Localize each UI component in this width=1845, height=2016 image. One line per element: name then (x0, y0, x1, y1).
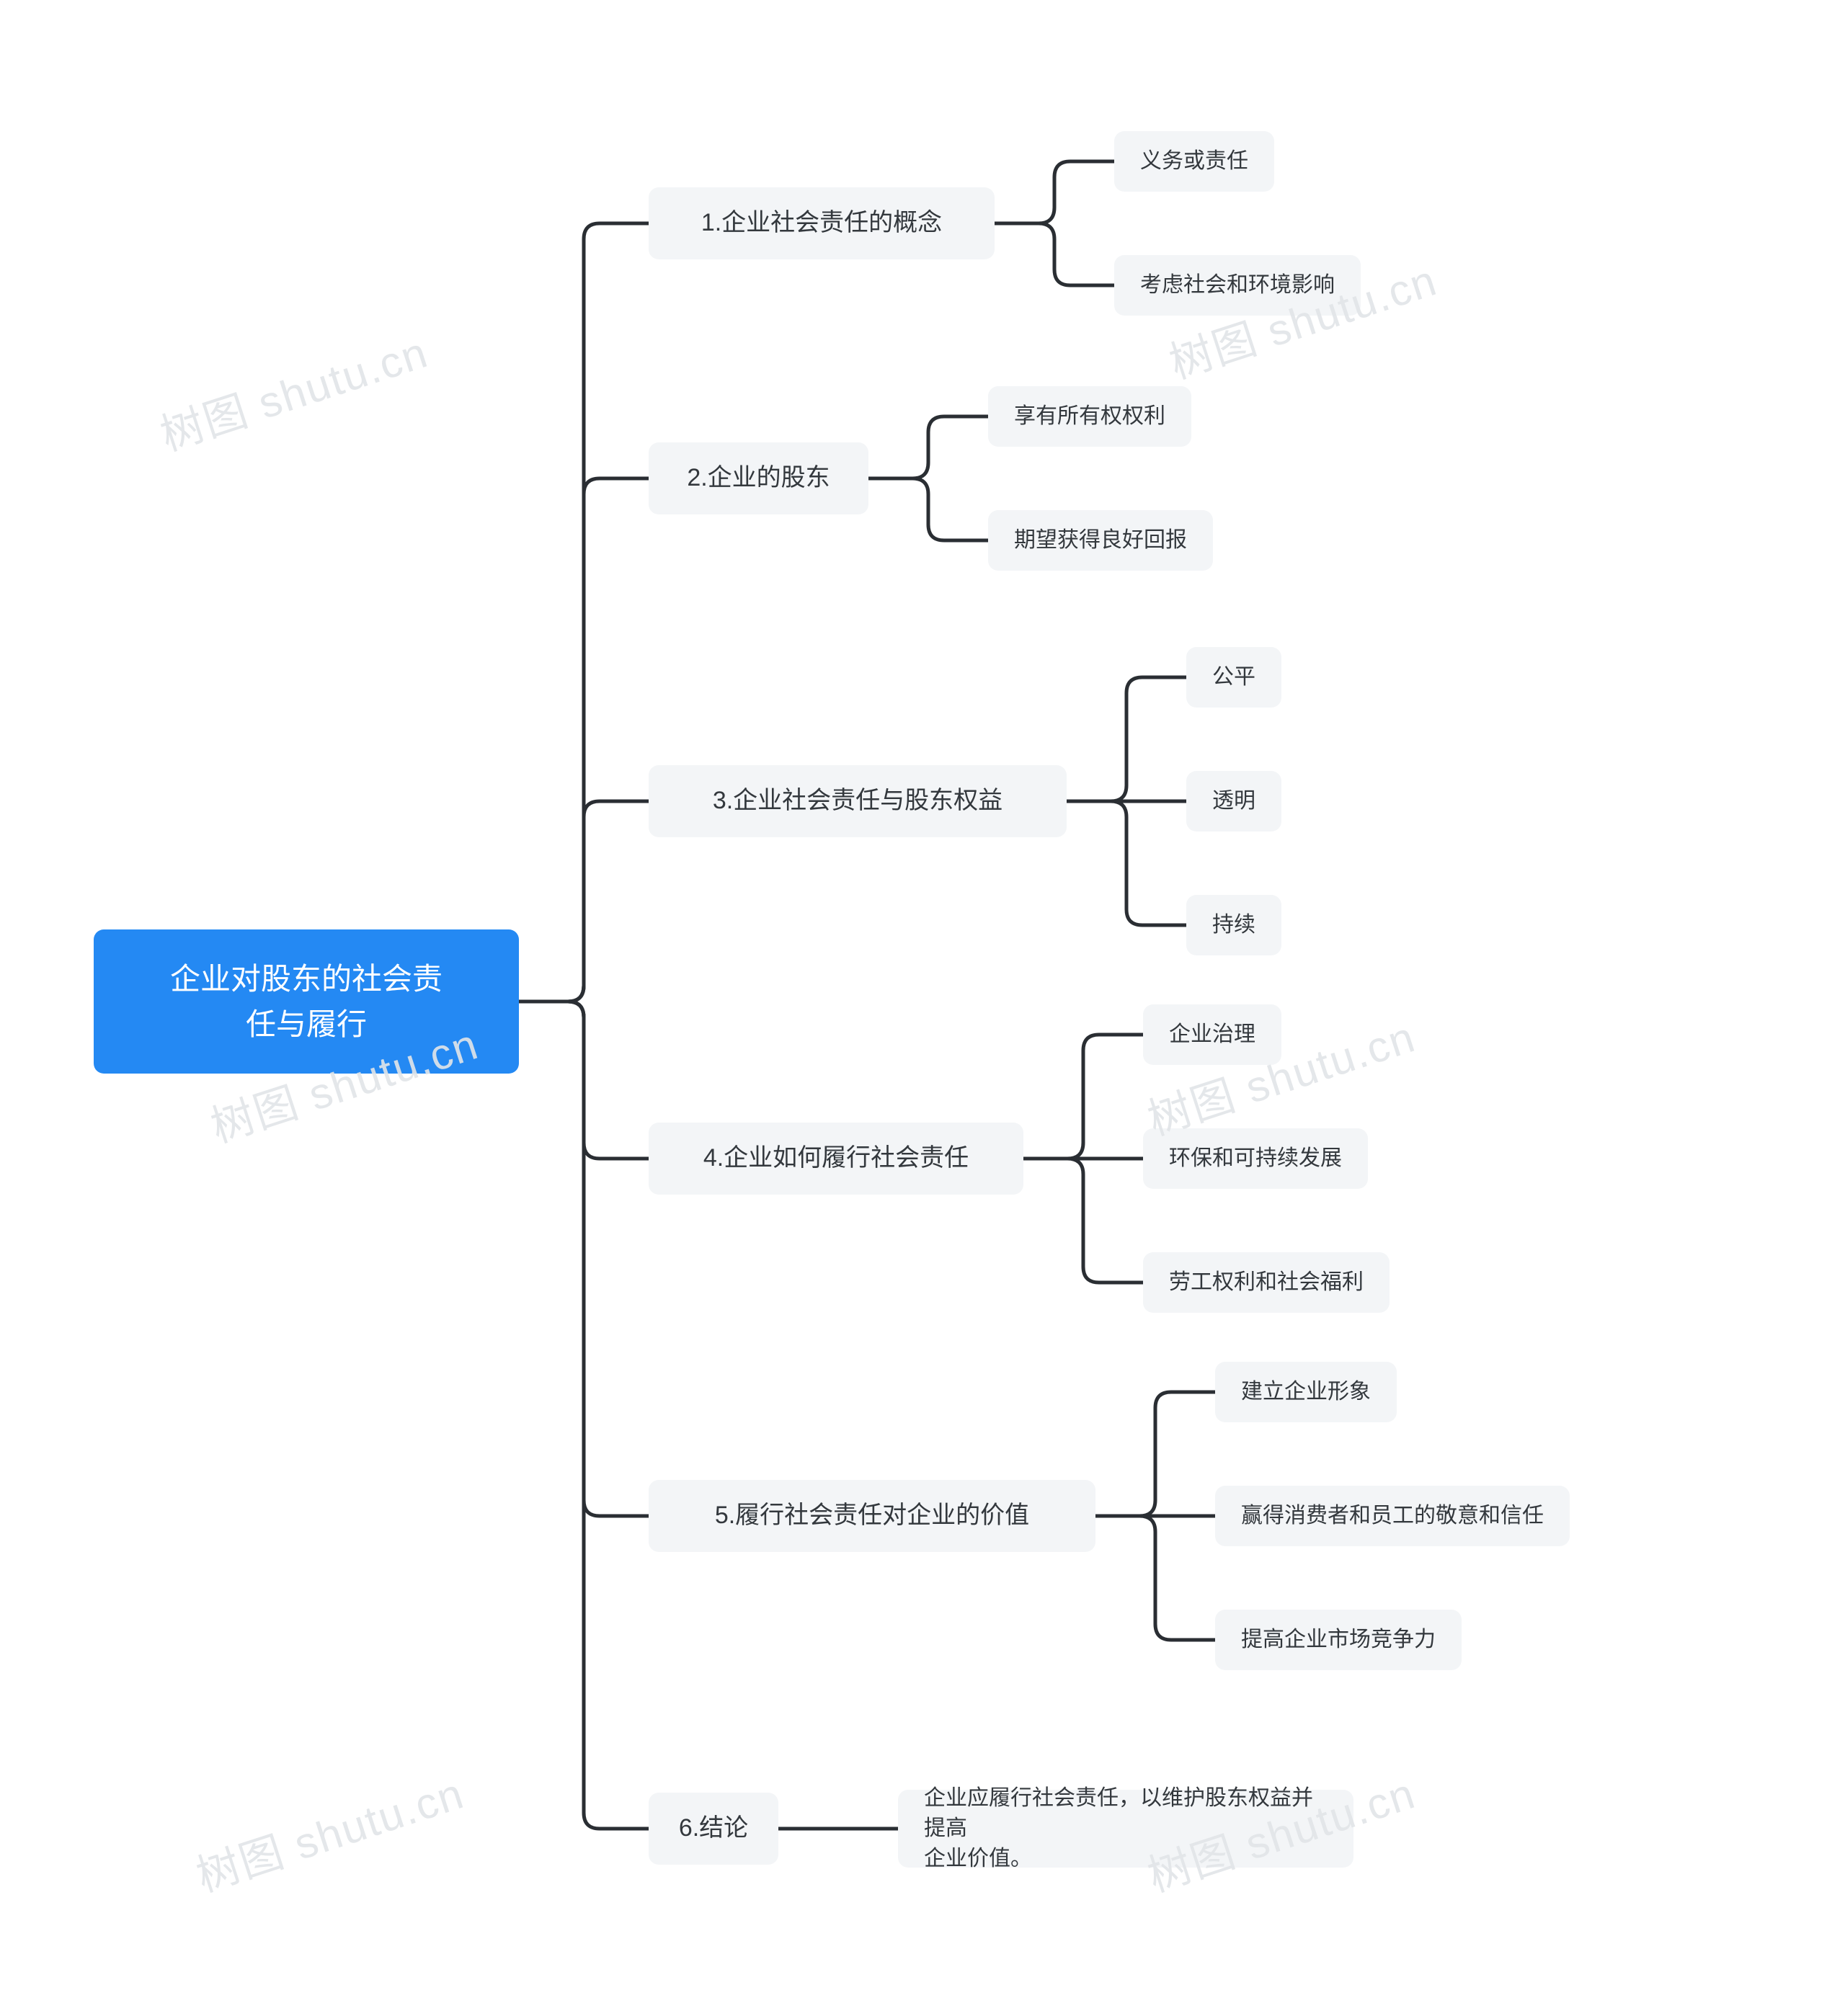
branch-2: 2.企业的股东 (649, 442, 868, 514)
branch-5: 5.履行社会责任对企业的价值 (649, 1480, 1095, 1552)
branch-5-label: 5.履行社会责任对企业的价值 (715, 1499, 1029, 1533)
branch-4-child-2: 环保和可持续发展 (1143, 1128, 1368, 1189)
branch-6-child-1: 企业应履行社会责任，以维护股东权益并提高 企业价值。 (898, 1790, 1353, 1868)
branch-3: 3.企业社会责任与股东权益 (649, 765, 1067, 837)
watermark: 树图 shutu.cn (187, 1759, 471, 1904)
mindmap-root: 企业对股东的社会责 任与履行 (94, 929, 519, 1074)
branch-4-child-3: 劳工权利和社会福利 (1143, 1252, 1390, 1313)
branch-1-child-1-label: 义务或责任 (1140, 146, 1248, 177)
branch-2-child-1-label: 享有所有权权利 (1014, 401, 1165, 432)
branch-5-child-3-label: 提高企业市场竞争力 (1241, 1625, 1436, 1655)
watermark: 树图 shutu.cn (151, 318, 435, 463)
branch-1-child-2-label: 考虑社会和环境影响 (1140, 270, 1335, 300)
branch-5-child-1-label: 建立企业形象 (1241, 1377, 1371, 1407)
root-label: 企业对股东的社会责 任与履行 (170, 956, 443, 1047)
branch-6-label: 6.结论 (679, 1811, 748, 1846)
branch-4-child-3-label: 劳工权利和社会福利 (1169, 1267, 1364, 1298)
branch-4-child-2-label: 环保和可持续发展 (1169, 1143, 1342, 1174)
branch-3-child-1-label: 公平 (1212, 662, 1255, 692)
branch-3-label: 3.企业社会责任与股东权益 (713, 784, 1002, 819)
branch-5-child-3: 提高企业市场竞争力 (1215, 1610, 1462, 1670)
branch-3-child-1: 公平 (1186, 647, 1281, 708)
branch-3-child-3-label: 持续 (1212, 910, 1255, 940)
branch-4-child-1-label: 企业治理 (1169, 1020, 1255, 1050)
branch-1-child-1: 义务或责任 (1114, 131, 1274, 192)
branch-5-child-2-label: 赢得消费者和员工的敬意和信任 (1241, 1501, 1544, 1531)
branch-3-child-2: 透明 (1186, 771, 1281, 831)
branch-5-child-2: 赢得消费者和员工的敬意和信任 (1215, 1486, 1570, 1546)
branch-3-child-2-label: 透明 (1212, 786, 1255, 816)
branch-4-child-1: 企业治理 (1143, 1004, 1281, 1065)
branch-6-child-1-label: 企业应履行社会责任，以维护股东权益并提高 企业价值。 (924, 1783, 1328, 1874)
branch-2-child-1: 享有所有权权利 (988, 386, 1191, 447)
branch-1-child-2: 考虑社会和环境影响 (1114, 255, 1361, 316)
branch-2-label: 2.企业的股东 (687, 461, 830, 496)
branch-3-child-3: 持续 (1186, 895, 1281, 955)
branch-4: 4.企业如何履行社会责任 (649, 1123, 1023, 1195)
branch-1-label: 1.企业社会责任的概念 (701, 206, 942, 241)
branch-2-child-2-label: 期望获得良好回报 (1014, 525, 1187, 556)
branch-6: 6.结论 (649, 1793, 778, 1865)
branch-1: 1.企业社会责任的概念 (649, 187, 995, 259)
branch-5-child-1: 建立企业形象 (1215, 1362, 1397, 1422)
branch-4-label: 4.企业如何履行社会责任 (703, 1141, 969, 1176)
branch-2-child-2: 期望获得良好回报 (988, 510, 1213, 571)
